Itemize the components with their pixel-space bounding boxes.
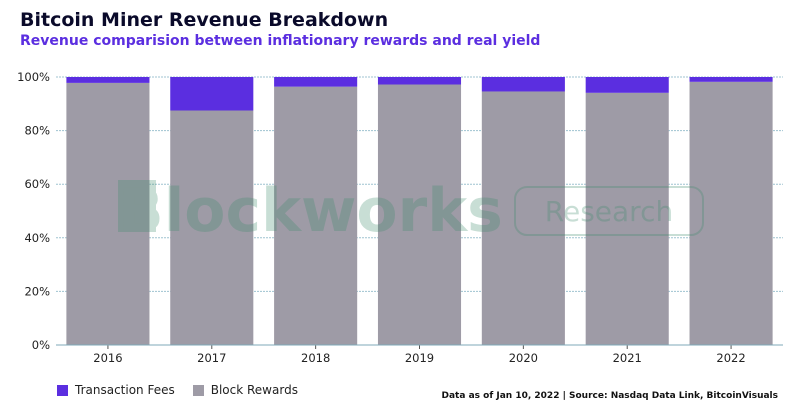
bars	[66, 77, 773, 346]
x-tick-label: 2018	[301, 351, 330, 365]
bar-transaction-fees-2016[interactable]	[66, 77, 150, 83]
x-tick-label: 2019	[405, 351, 434, 365]
x-tick-label: 2021	[613, 351, 642, 365]
y-tick-label: 60%	[24, 177, 50, 191]
legend-label-transaction-fees: Transaction Fees	[75, 383, 175, 397]
legend-swatch-transaction-fees	[57, 384, 68, 396]
y-tick-label: 40%	[24, 231, 50, 245]
legend-swatch-block-rewards	[192, 384, 204, 396]
y-tick-label: 0%	[32, 338, 50, 352]
x-tick-label: 2016	[93, 351, 122, 365]
bar-block-rewards-2022[interactable]	[689, 81, 773, 345]
x-tick-label: 2017	[197, 351, 226, 365]
watermark: Blockworks Research	[118, 176, 704, 246]
watermark-brand: Blockworks	[118, 176, 503, 246]
watermark-label: Research	[545, 195, 673, 228]
bar-block-rewards-2016[interactable]	[66, 82, 150, 346]
chart-subtitle: Revenue comparision between inflationary…	[20, 33, 541, 49]
legend-item-block-rewards[interactable]: Block Rewards	[192, 383, 298, 397]
bar-block-rewards-2020[interactable]	[481, 91, 565, 345]
y-tick-label: 100%	[17, 70, 50, 84]
bar-block-rewards-2019[interactable]	[377, 84, 462, 345]
bar-block-rewards-2018[interactable]	[274, 86, 358, 345]
axes: 0% 20% 40% 60% 80% 100% 2016 2017 2018 2019 2020 20…	[17, 70, 783, 365]
legend: Transaction Fees Block Rewards	[57, 383, 298, 397]
x-tick-label: 2022	[716, 351, 745, 365]
bar-transaction-fees-2018[interactable]	[274, 77, 358, 87]
chart-title: Bitcoin Miner Revenue Breakdown	[20, 9, 389, 31]
bar-transaction-fees-2020[interactable]	[481, 77, 565, 92]
legend-item-transaction-fees[interactable]: Transaction Fees	[57, 383, 175, 397]
y-tick-label: 80%	[24, 124, 50, 138]
source-note: Data as of Jan 10, 2022 | Source: Nasdaq…	[441, 391, 778, 401]
legend-label-block-rewards: Block Rewards	[210, 383, 298, 397]
bar-transaction-fees-2022[interactable]	[689, 77, 773, 82]
watermark-badge	[514, 186, 704, 236]
bar-block-rewards-2021[interactable]	[585, 92, 669, 345]
x-tick-label: 2020	[509, 351, 538, 365]
y-tick-label: 20%	[24, 284, 50, 298]
watermark-logo-block	[118, 180, 156, 232]
bar-transaction-fees-2017[interactable]	[170, 77, 254, 111]
bar-transaction-fees-2019[interactable]	[377, 77, 462, 85]
bar-block-rewards-2017[interactable]	[170, 110, 254, 346]
bar-transaction-fees-2021[interactable]	[585, 77, 669, 93]
